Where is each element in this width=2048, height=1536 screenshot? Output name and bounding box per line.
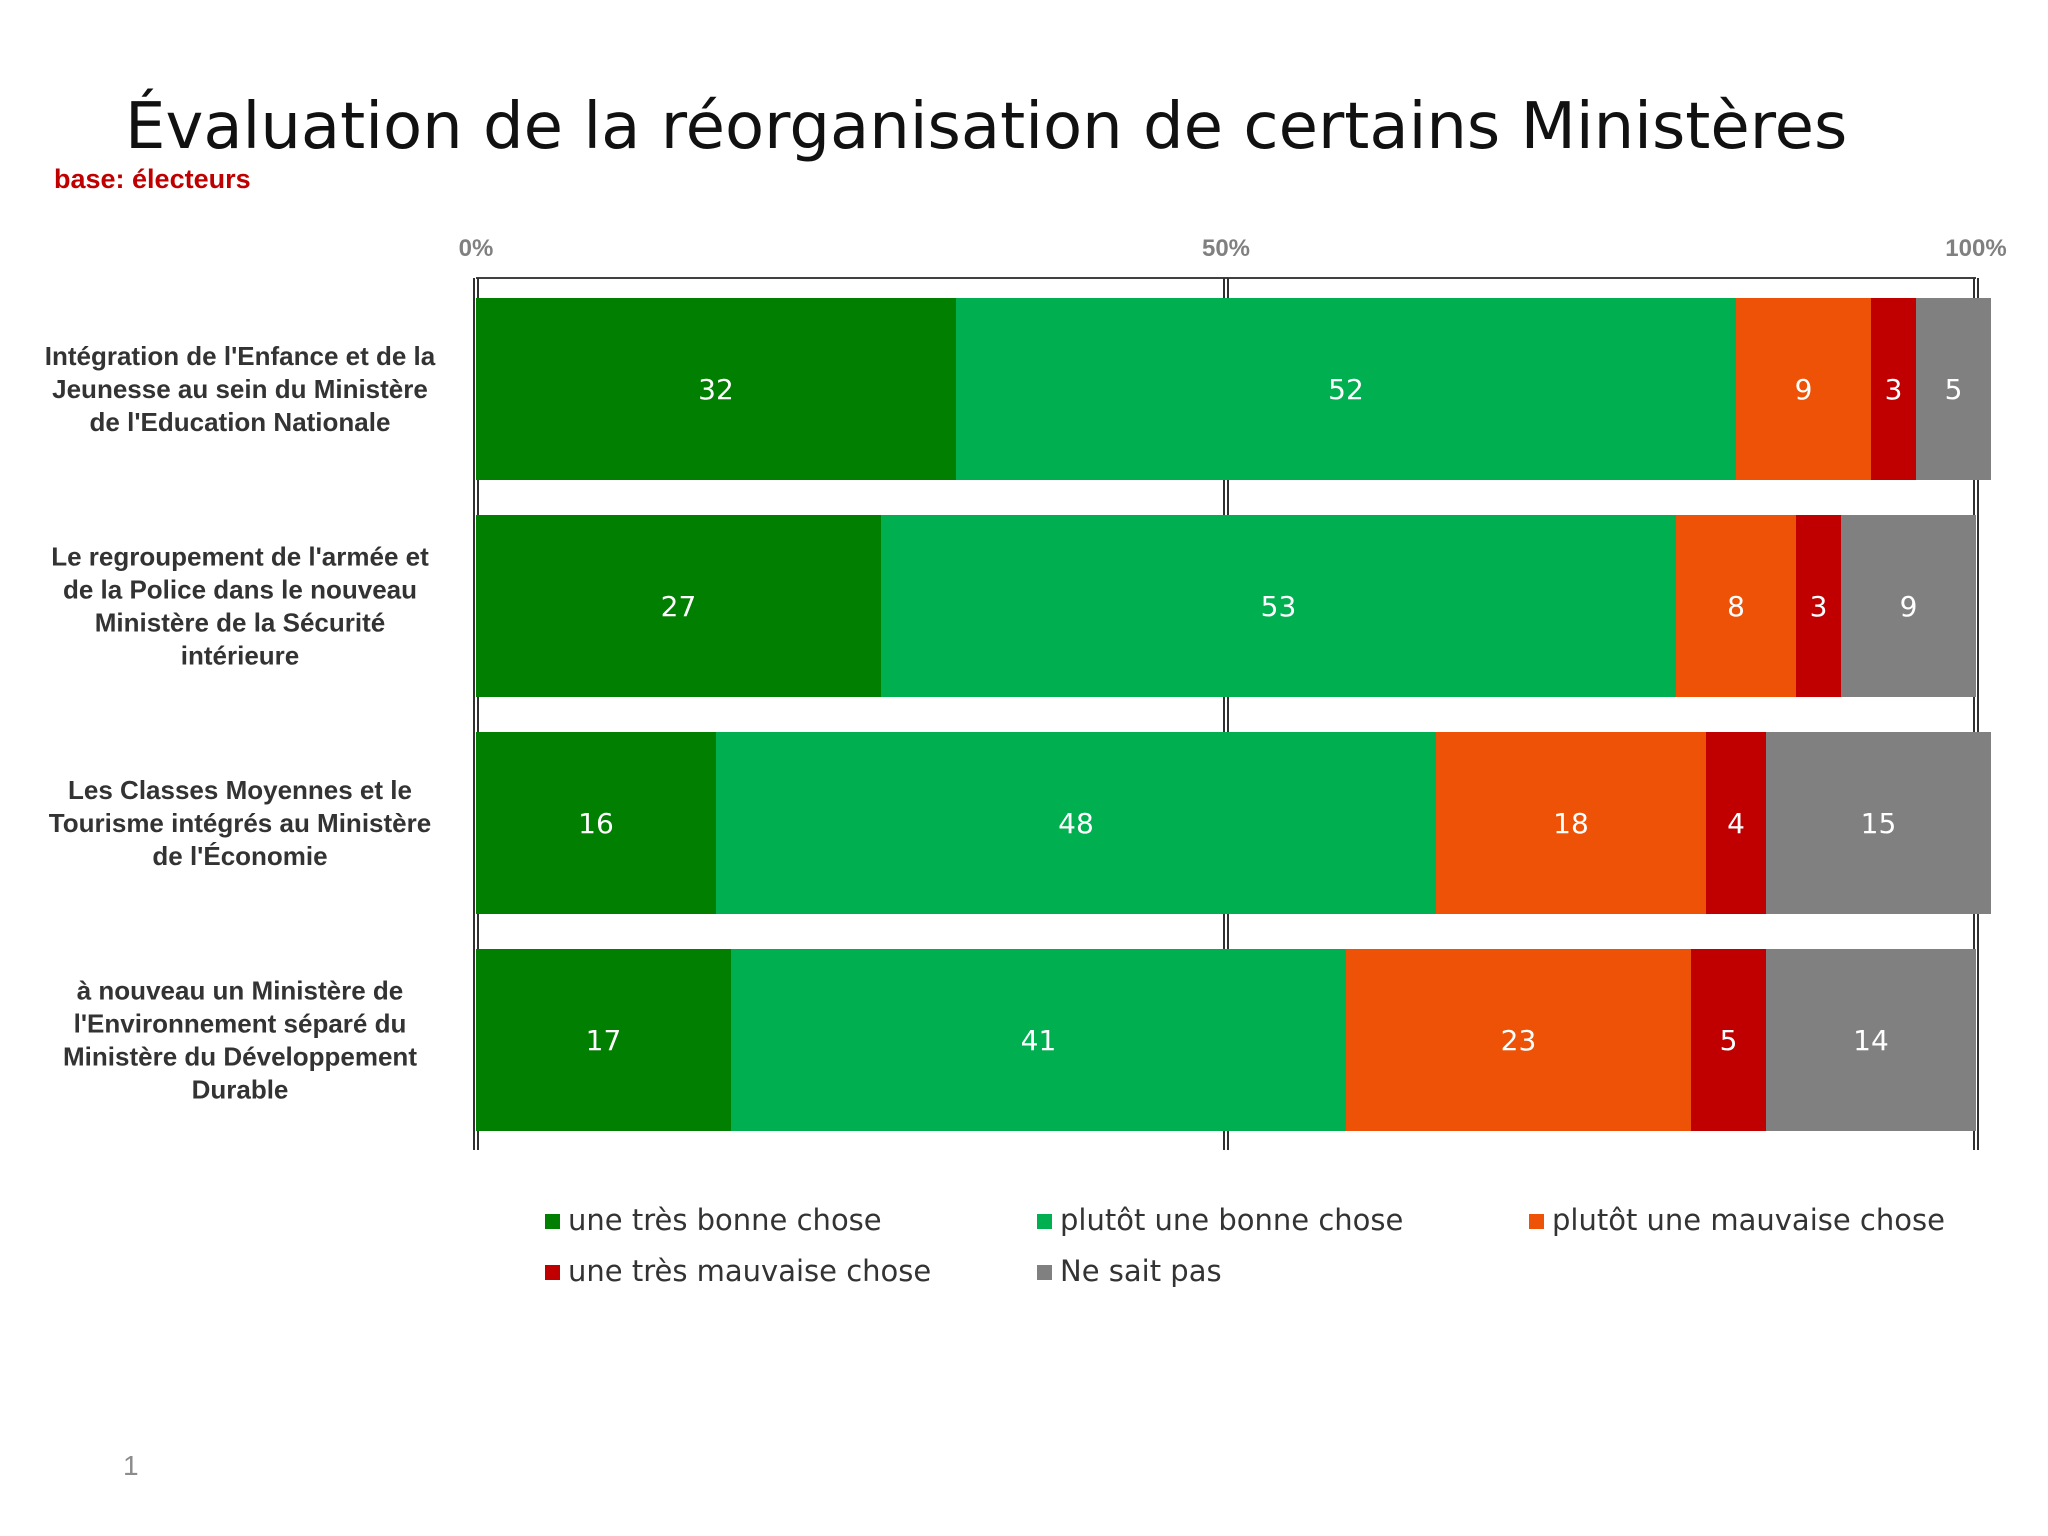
legend-swatch (1037, 1214, 1052, 1229)
base-label: base: électeurs (54, 164, 251, 194)
category-label: l'Environnement séparé du (74, 1009, 407, 1039)
bar-segment (1766, 732, 1991, 914)
data-label: 16 (578, 807, 614, 840)
data-label: 17 (586, 1024, 622, 1057)
data-label: 3 (1810, 590, 1828, 623)
legend-label: plutôt une bonne chose (1060, 1203, 1403, 1237)
legend-label: une très bonne chose (568, 1203, 882, 1237)
category-label: Le regroupement de l'armée et (51, 542, 429, 572)
data-label: 9 (1900, 590, 1918, 623)
bar-segment (1736, 298, 1871, 480)
data-label: 27 (661, 590, 697, 623)
bar-segment (476, 949, 731, 1131)
category-label: intérieure (181, 641, 300, 671)
data-label: 53 (1261, 590, 1297, 623)
data-label: 18 (1553, 807, 1589, 840)
category-label: à nouveau un Ministère de (77, 976, 404, 1006)
category-label: Intégration de l'Enfance et de la (45, 341, 436, 371)
slide-title: Évaluation de la réorganisation de certa… (125, 90, 1848, 164)
bar-segment (1706, 732, 1766, 914)
data-label: 9 (1795, 373, 1813, 406)
bar-segment (1691, 949, 1766, 1131)
legend-label: plutôt une mauvaise chose (1552, 1203, 1945, 1237)
data-label: 48 (1058, 807, 1094, 840)
bar-segment (1841, 515, 1976, 697)
bar-segment (956, 298, 1736, 480)
data-label: 32 (698, 373, 734, 406)
legend-swatch (545, 1265, 560, 1280)
legend-swatch (545, 1214, 560, 1229)
data-label: 8 (1727, 590, 1745, 623)
data-label: 5 (1945, 373, 1963, 406)
data-label: 15 (1861, 807, 1897, 840)
x-tick-label: 100% (1945, 235, 2006, 262)
data-label: 41 (1021, 1024, 1057, 1057)
legend-swatch (1037, 1265, 1052, 1280)
data-label: 14 (1853, 1024, 1889, 1057)
bar-segment (1766, 949, 1976, 1131)
category-label: Jeunesse au sein du Ministère (52, 374, 428, 404)
category-label: Les Classes Moyennes et le (68, 775, 412, 805)
category-label: de l'Education Nationale (90, 407, 391, 437)
legend-swatch (1529, 1214, 1544, 1229)
data-label: 3 (1885, 373, 1903, 406)
bar-segment (731, 949, 1346, 1131)
bar-segment (476, 732, 716, 914)
x-tick-label: 0% (459, 235, 494, 262)
data-label: 52 (1328, 373, 1364, 406)
data-label: 4 (1727, 807, 1745, 840)
page-number: 1 (123, 1450, 139, 1481)
bar-segment (716, 732, 1436, 914)
category-label: Ministère de la Sécurité (95, 608, 385, 638)
data-label: 5 (1720, 1024, 1738, 1057)
bar-segment (1436, 732, 1706, 914)
data-label: 23 (1501, 1024, 1537, 1057)
legend-label: une très mauvaise chose (568, 1254, 931, 1288)
bar-segment (1676, 515, 1796, 697)
legend-label: Ne sait pas (1060, 1254, 1222, 1288)
bar-segment (1796, 515, 1841, 697)
bar-segment (1916, 298, 1991, 480)
category-label: Ministère du Développement (63, 1042, 417, 1072)
category-label: Tourisme intégrés au Ministère (49, 808, 431, 838)
category-label: Durable (192, 1075, 289, 1105)
bar-segment (1871, 298, 1916, 480)
category-label: de l'Économie (152, 841, 327, 871)
bar-segment (476, 298, 956, 480)
x-tick-label: 50% (1202, 235, 1250, 262)
category-label: de la Police dans le nouveau (63, 575, 417, 605)
bar-segment (881, 515, 1676, 697)
bar-segment (476, 515, 881, 697)
bar-segment (1346, 949, 1691, 1131)
